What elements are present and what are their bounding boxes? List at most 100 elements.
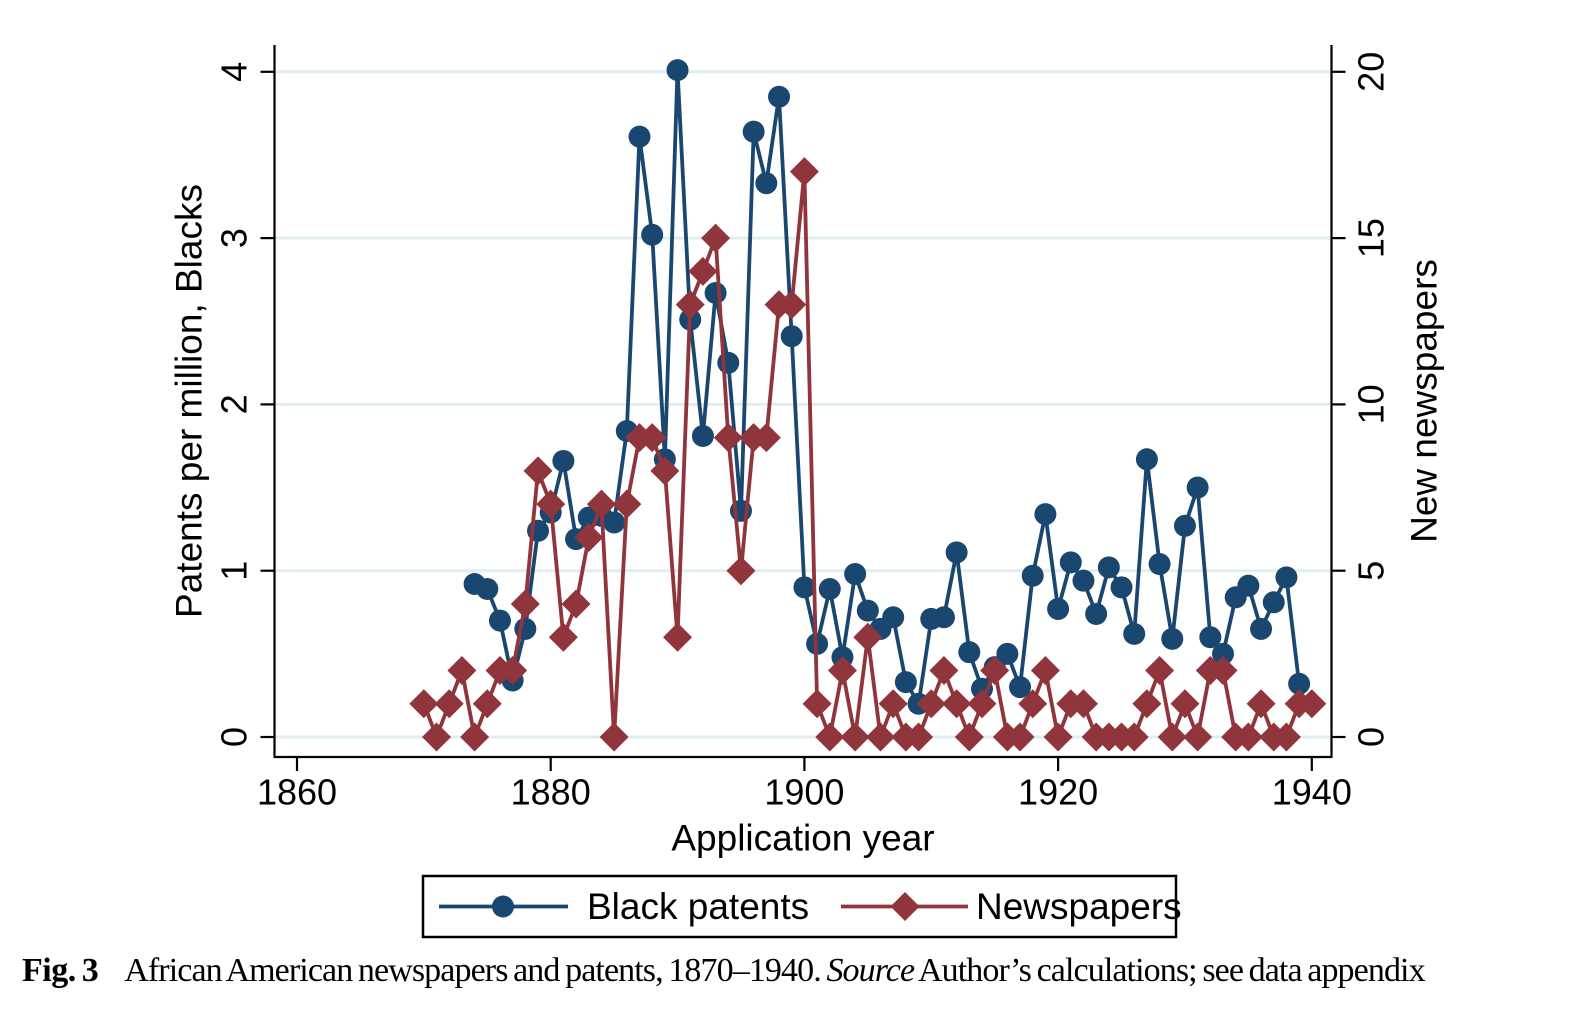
right-tick-label: 0	[1351, 727, 1392, 747]
data-point-circle	[691, 424, 714, 447]
data-point-circle	[882, 606, 905, 629]
data-point-diamond	[510, 589, 540, 619]
data-point-diamond	[1068, 689, 1098, 719]
data-point-circle	[818, 577, 841, 600]
data-point-diamond	[1030, 655, 1060, 685]
right-tick-label: 15	[1351, 218, 1392, 258]
figure-number: Fig. 3	[22, 952, 99, 989]
data-point-diamond	[929, 655, 959, 685]
data-point-circle	[1186, 476, 1209, 499]
data-point-diamond	[751, 423, 781, 453]
legend-label-black-patents: Black patents	[587, 886, 809, 927]
data-point-circle	[1047, 597, 1070, 620]
data-point-circle	[1021, 564, 1044, 587]
data-point-circle	[1161, 627, 1184, 650]
data-point-circle	[488, 609, 511, 632]
data-point-diamond	[688, 256, 718, 286]
data-point-diamond	[548, 622, 578, 652]
data-point-circle	[476, 577, 499, 600]
data-point-diamond	[954, 722, 984, 752]
data-point-diamond	[1208, 655, 1238, 685]
data-point-diamond	[827, 655, 857, 685]
data-point-diamond	[675, 290, 705, 320]
left-tick-label: 3	[214, 228, 255, 248]
series-black-patents	[463, 59, 1311, 715]
legend-marker-circle	[492, 895, 514, 918]
data-point-diamond	[1233, 722, 1263, 752]
data-point-circle	[1072, 569, 1095, 592]
data-point-circle	[1148, 553, 1171, 576]
axes: 0 1 2 3 4 0 5 10 15 20 1860 1880 1900 1920 1940	[214, 45, 1392, 813]
data-point-diamond	[802, 689, 832, 719]
data-point-diamond	[1183, 722, 1213, 752]
data-point-circle	[793, 576, 816, 599]
data-point-circle	[932, 606, 955, 629]
x-axis-title: Application year	[671, 818, 934, 859]
data-point-circle	[704, 281, 727, 304]
data-point-diamond	[1271, 722, 1301, 752]
data-point-circle	[1250, 617, 1273, 640]
data-point-diamond	[853, 622, 883, 652]
x-tick-label: 1920	[1018, 772, 1098, 813]
data-point-diamond	[713, 423, 743, 453]
data-point-diamond	[967, 689, 997, 719]
data-point-diamond	[726, 556, 756, 586]
data-point-circle	[1262, 591, 1285, 614]
data-point-circle	[628, 125, 651, 148]
data-point-circle	[552, 449, 575, 472]
data-point-circle	[958, 641, 981, 664]
data-point-circle	[755, 172, 778, 195]
data-point-diamond	[422, 722, 452, 752]
right-tick-label: 10	[1351, 384, 1392, 424]
data-point-diamond	[1119, 722, 1149, 752]
data-point-circle	[1059, 551, 1082, 574]
data-point-diamond	[1145, 655, 1175, 685]
data-point-circle	[1097, 556, 1120, 579]
data-point-diamond	[1246, 689, 1276, 719]
caption-source-text: Author’s calculations; see data appendix	[917, 952, 1426, 989]
data-point-diamond	[1005, 722, 1035, 752]
data-point-circle	[1123, 622, 1146, 645]
data-point-circle	[768, 85, 791, 108]
x-tick-label: 1880	[511, 772, 591, 813]
legend-label-newspapers: Newspapers	[976, 886, 1182, 927]
data-point-circle	[1034, 503, 1057, 526]
data-point-diamond	[409, 689, 439, 719]
legend: Black patents Newspapers	[421, 874, 1182, 939]
data-point-circle	[1110, 576, 1133, 599]
data-point-diamond	[1018, 689, 1048, 719]
data-point-circle	[1009, 676, 1032, 699]
data-point-diamond	[1132, 689, 1162, 719]
data-point-diamond	[599, 722, 629, 752]
legend-marker-diamond	[890, 892, 920, 921]
data-point-diamond	[1157, 722, 1187, 752]
data-point-diamond	[536, 489, 566, 519]
data-point-diamond	[498, 655, 528, 685]
right-tick-label: 5	[1351, 561, 1392, 581]
data-point-diamond	[650, 456, 680, 486]
y-axis-title-left: Patents per million, Blacks	[169, 184, 210, 618]
data-point-diamond	[866, 722, 896, 752]
data-point-diamond	[1170, 689, 1200, 719]
data-point-diamond	[942, 689, 972, 719]
data-point-diamond	[460, 722, 490, 752]
data-point-circle	[894, 671, 917, 694]
data-point-circle	[780, 325, 803, 348]
left-tick-label: 2	[214, 394, 255, 414]
data-point-diamond	[789, 157, 819, 187]
data-point-diamond	[1043, 722, 1073, 752]
data-point-circle	[1237, 574, 1260, 597]
data-point-circle	[1135, 448, 1158, 471]
data-point-diamond	[840, 722, 870, 752]
data-point-circle	[742, 120, 765, 143]
left-tick-label: 0	[214, 727, 255, 747]
data-point-circle	[1275, 566, 1298, 589]
data-point-diamond	[523, 456, 553, 486]
figure-caption: Fig. 3 African American newspapers and pa…	[22, 952, 1578, 990]
data-point-diamond	[663, 622, 693, 652]
y-axis-title-right: New newspapers	[1404, 259, 1445, 543]
data-point-circle	[666, 59, 689, 82]
series-newspapers	[409, 157, 1327, 752]
